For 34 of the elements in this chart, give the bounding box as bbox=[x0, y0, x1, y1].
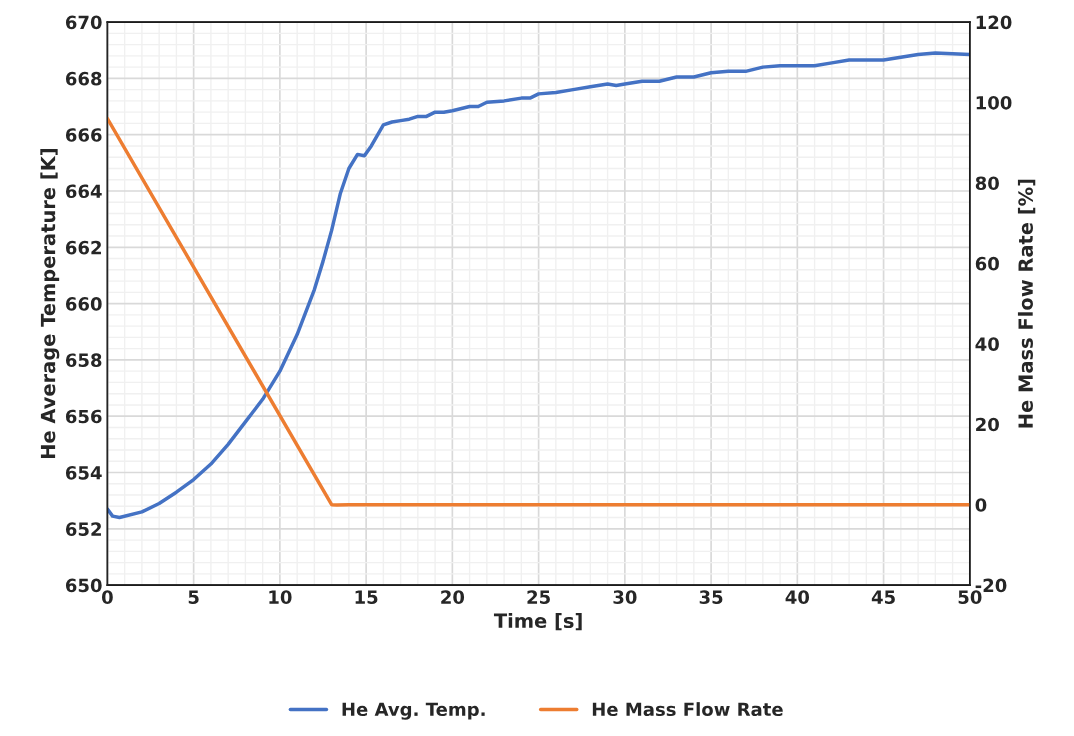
y-tick-label: 668 bbox=[65, 71, 102, 86]
y-tick-label: 662 bbox=[65, 240, 101, 255]
y2-tick-label: 20 bbox=[976, 417, 999, 432]
y2-axis-title: He Mass Flow Rate [%] bbox=[1017, 179, 1036, 428]
x-tick-label: 15 bbox=[355, 590, 378, 604]
y-tick-label: 652 bbox=[65, 522, 101, 536]
x-tick-label: 10 bbox=[269, 590, 292, 604]
x-axis-title: Time [s] bbox=[493, 613, 582, 631]
legend-label: He Avg. Temp. bbox=[342, 702, 485, 720]
y-tick-label: 650 bbox=[65, 578, 102, 593]
y2-tick-label: 80 bbox=[975, 176, 999, 191]
y-tick-label: 664 bbox=[65, 184, 102, 199]
y-tick-label: 658 bbox=[65, 353, 102, 368]
y-tick-label: 654 bbox=[65, 465, 102, 480]
y-tick-label: 656 bbox=[65, 409, 102, 424]
y2-tick-label: 60 bbox=[975, 256, 999, 271]
y-axis-title: He Average Temperature [K] bbox=[40, 149, 60, 459]
legend-label: He Mass Flow Rate bbox=[592, 702, 783, 717]
x-tick-label: 25 bbox=[527, 590, 550, 604]
x-tick-label: 5 bbox=[188, 590, 199, 604]
y-tick-label: 670 bbox=[65, 15, 102, 30]
line-series bbox=[107, 51, 970, 520]
y2-tick-label: 0 bbox=[975, 498, 987, 512]
y2-tick-label: 100 bbox=[976, 95, 1012, 110]
y2-tick-label: 120 bbox=[976, 15, 1012, 30]
x-tick-label: 20 bbox=[441, 590, 465, 604]
x-tick-label: 35 bbox=[699, 590, 723, 604]
y-tick-label: 666 bbox=[65, 128, 102, 142]
x-tick-label: 40 bbox=[785, 590, 810, 604]
x-tick-label: 0 bbox=[101, 590, 113, 604]
y-tick-label: 660 bbox=[65, 297, 102, 311]
y2-tick-label: 40 bbox=[975, 337, 999, 351]
x-tick-label: 45 bbox=[871, 590, 895, 604]
x-tick-label: 30 bbox=[613, 590, 637, 604]
